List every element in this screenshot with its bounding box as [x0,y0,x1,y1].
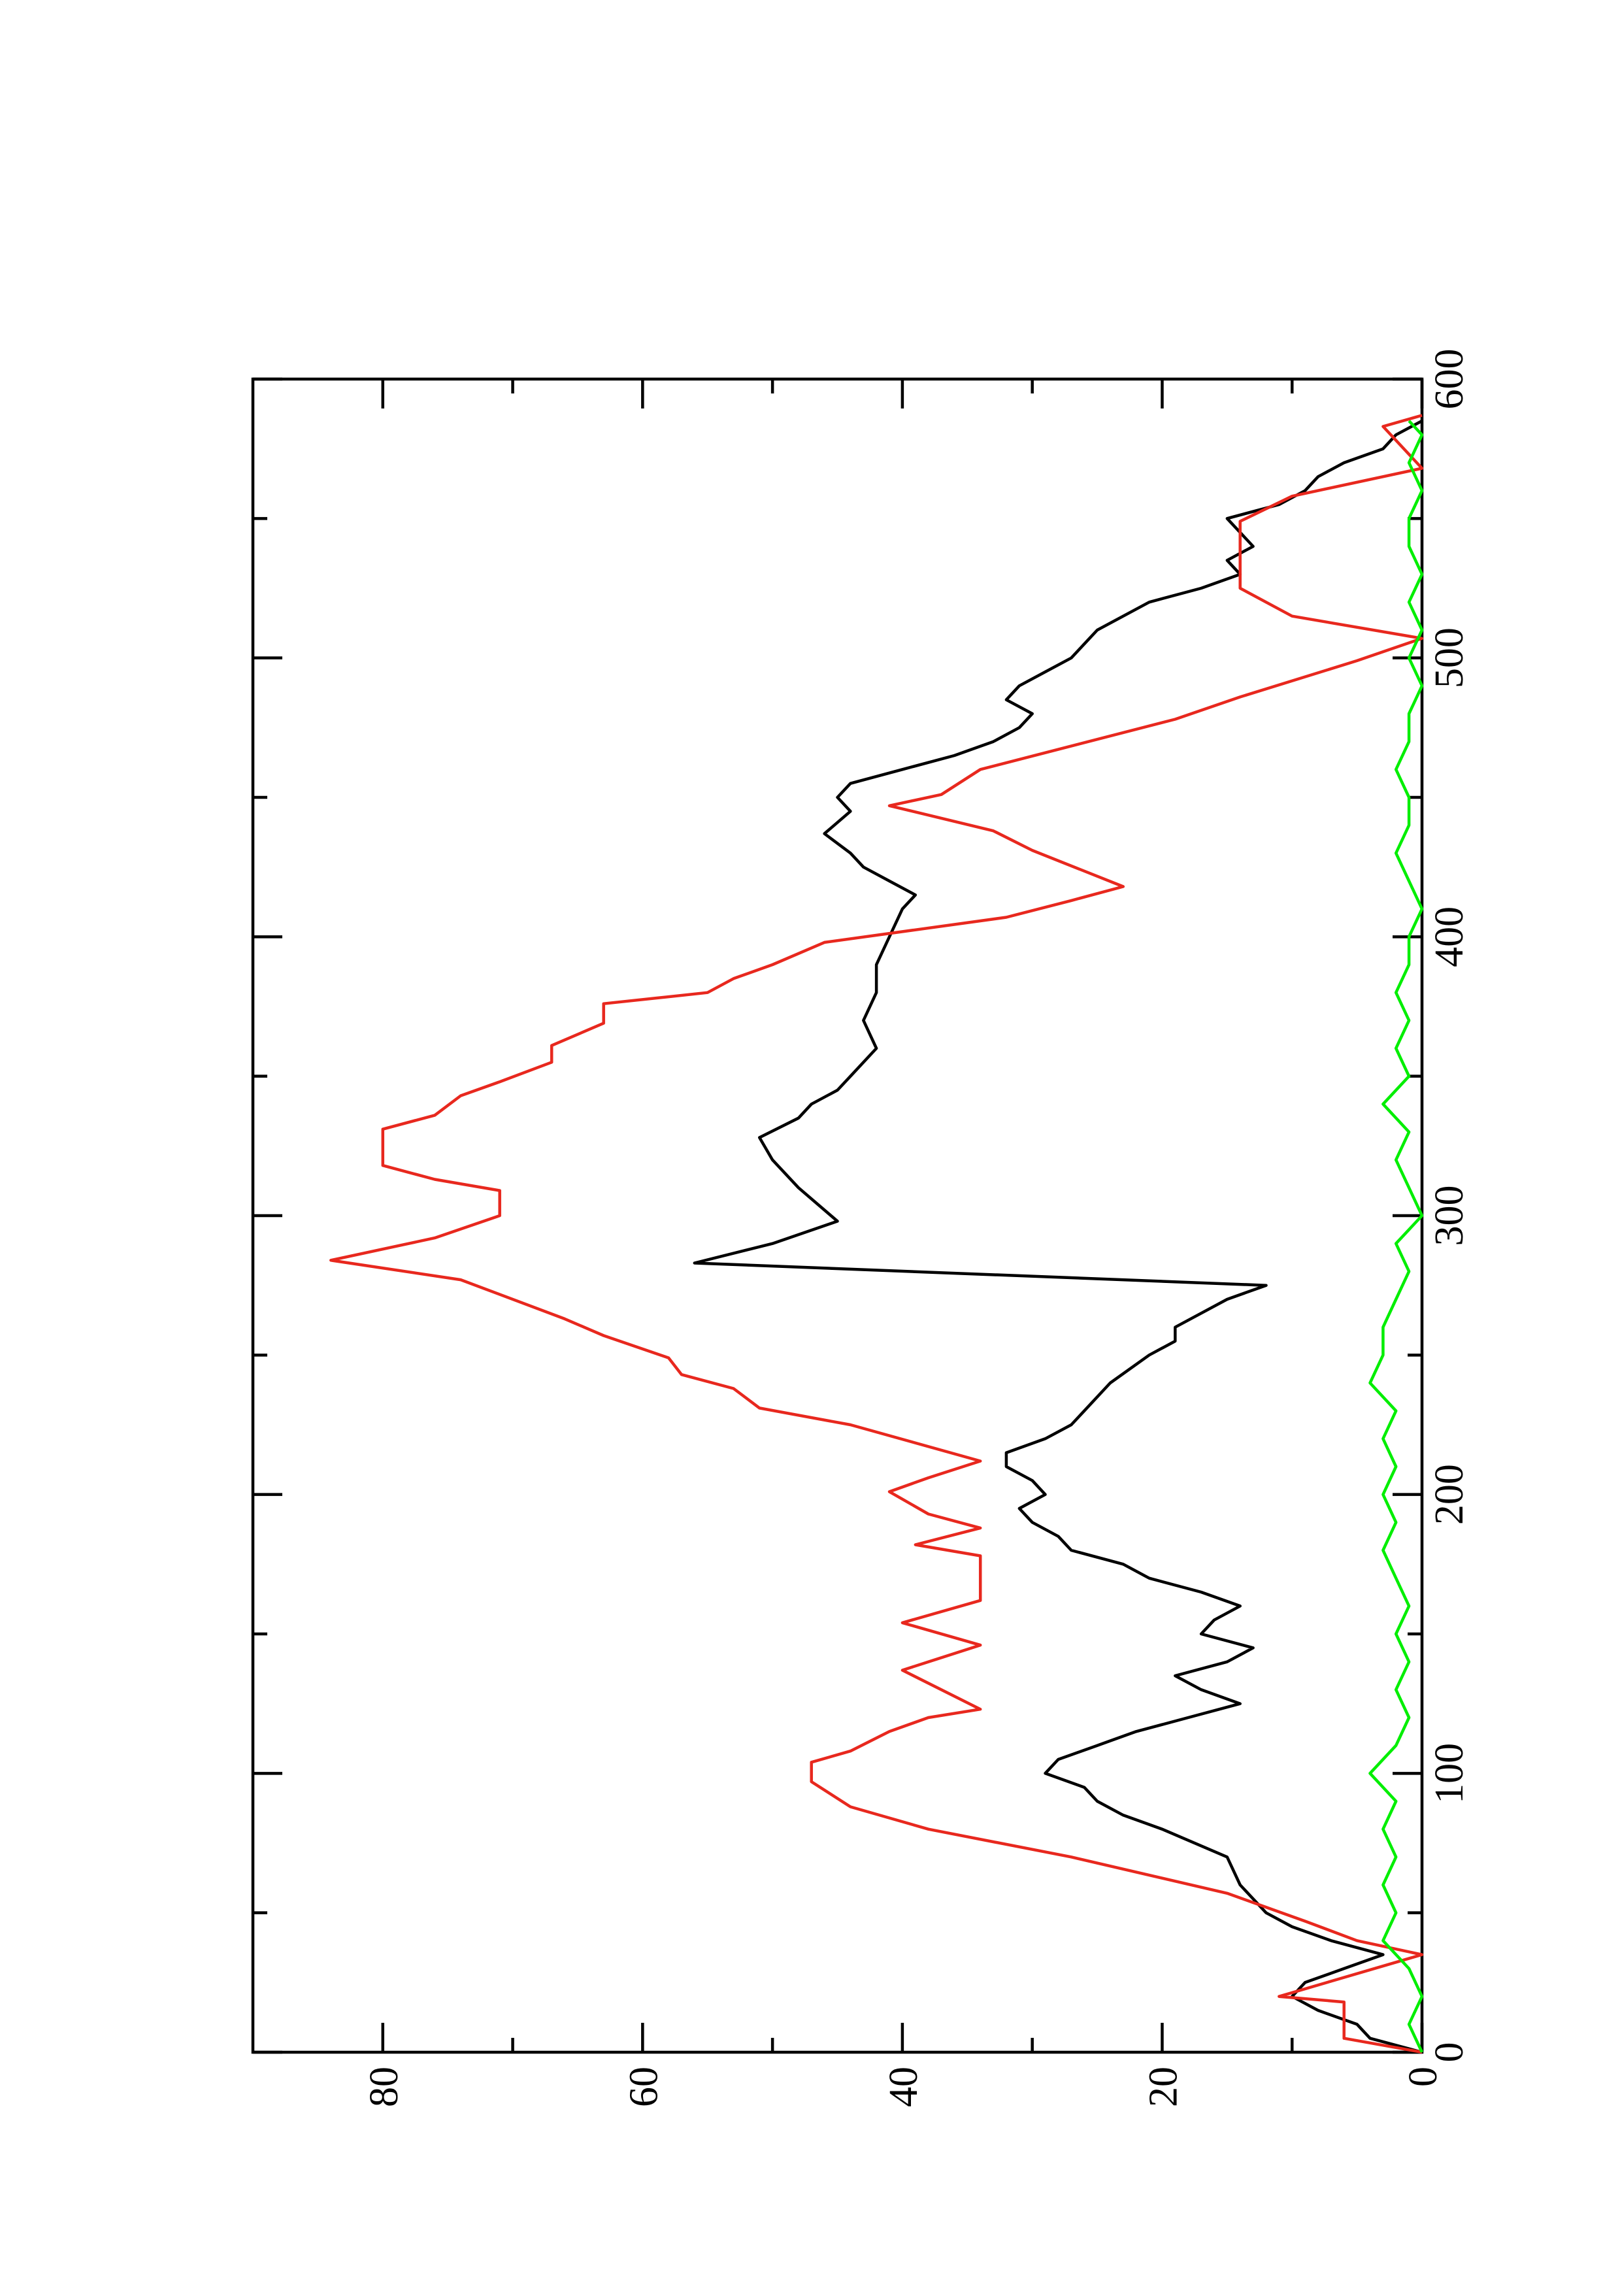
y-tick-label: 20 [1141,2067,1185,2107]
y-tick-label: 40 [882,2067,926,2107]
x-tick-label: 400 [1427,907,1472,967]
series-line [329,414,1424,2054]
series-line [1368,420,1424,2053]
y-tick-label: 80 [362,2067,406,2107]
x-tick-label: 600 [1427,349,1472,410]
x-tick-label: 500 [1427,627,1472,688]
x-tick-label: 300 [1427,1186,1472,1246]
plot-area: 0 100 200 300 400 500 600 0 20 40 60 80 [251,349,1472,2107]
y-tick-label: 60 [621,2067,666,2107]
series-line [693,420,1423,2054]
x-tick-label: 100 [1427,1743,1472,1804]
x-tick-label: 200 [1427,1464,1472,1525]
x-tick-label: 0 [1427,2042,1472,2063]
y-tick-label: 0 [1401,2067,1446,2087]
plot-frame [251,377,1424,2054]
